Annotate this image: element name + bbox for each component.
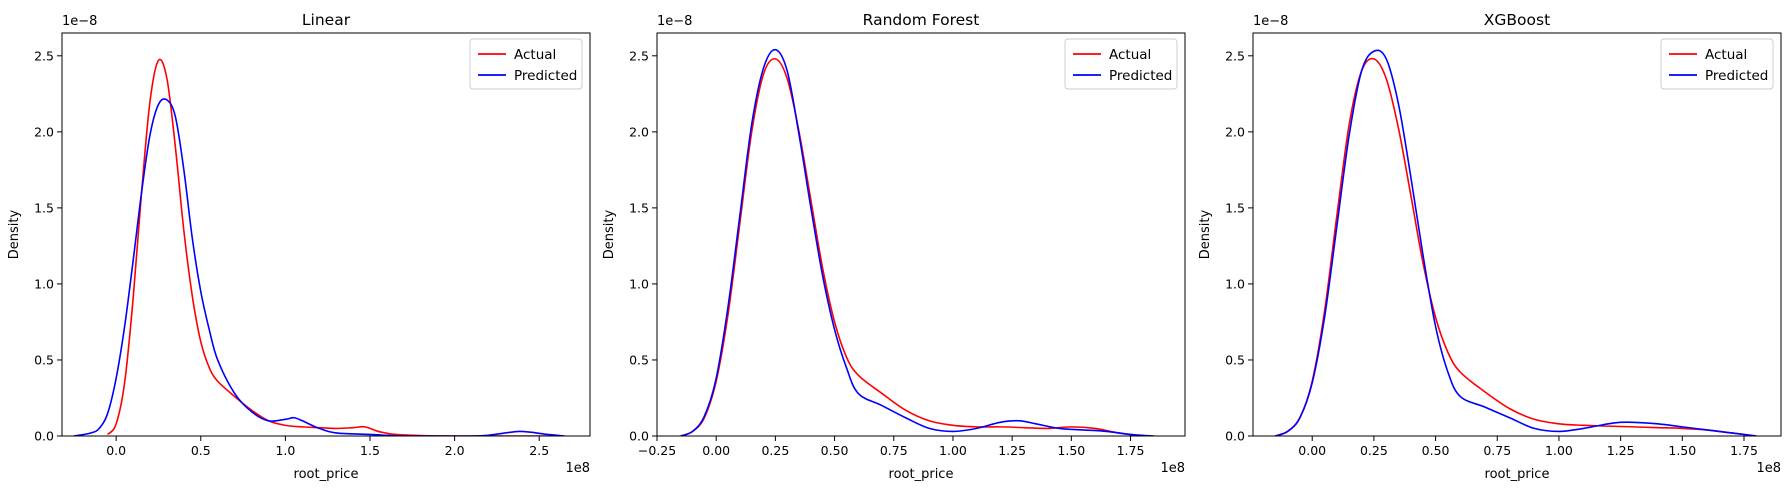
series-line-predicted <box>680 48 1155 436</box>
legend: Actual Predicted <box>1064 38 1178 90</box>
chart-panel-3: 0.00 0.25 0.50 0.75 1.00 1.25 1.50 1.75 0.0 0.5 1.… <box>1198 11 1782 482</box>
axes-frame <box>656 32 1186 437</box>
x-tick-label: 0.00 <box>1298 443 1326 458</box>
legend-box <box>469 38 583 90</box>
legend-label-predicted: Predicted <box>1109 68 1172 84</box>
legend-label-predicted: Predicted <box>1705 68 1768 84</box>
y-tick-label: 0.5 <box>1225 352 1245 367</box>
x-tick-label: 0.25 <box>761 443 789 458</box>
x-tick-label: 0.50 <box>1422 443 1450 458</box>
panel-title: Random Forest <box>863 11 980 29</box>
legend-label-predicted: Predicted <box>514 68 577 84</box>
axes-frame <box>1252 32 1782 437</box>
y-tick-label: 0.5 <box>34 352 54 367</box>
x-tick-label: 1.5 <box>360 443 380 458</box>
x-tick-label: 1.50 <box>1668 443 1696 458</box>
x-tick-label: 1.00 <box>939 443 967 458</box>
y-tick-label: 1.5 <box>1225 200 1245 215</box>
y-tick-label: 2.5 <box>629 48 649 63</box>
x-tick-label: 0.75 <box>1483 443 1511 458</box>
x-tick-label: −0.25 <box>638 443 676 458</box>
x-tick-label: 1.25 <box>1607 443 1635 458</box>
legend-label-actual: Actual <box>1705 47 1747 63</box>
series-line-actual <box>107 58 557 436</box>
y-tick-label: 0.5 <box>629 352 649 367</box>
x-tick-label: 0.5 <box>191 443 211 458</box>
x-tick-label: 0.00 <box>702 443 730 458</box>
y-tick-label: 2.5 <box>34 48 54 63</box>
y-tick-label: 0.0 <box>1225 429 1245 444</box>
x-axis-label: root_price <box>294 467 359 482</box>
panel-title: XGBoost <box>1484 11 1550 29</box>
axes-frame <box>61 32 591 437</box>
y-offset-label: 1e−8 <box>657 14 692 29</box>
y-tick-label: 1.5 <box>34 200 54 215</box>
x-axis-label: root_price <box>889 467 954 482</box>
x-tick-label: 0.25 <box>1360 443 1388 458</box>
legend-label-actual: Actual <box>1109 47 1151 63</box>
x-tick-label: 1.75 <box>1730 443 1758 458</box>
chart-panel-2: −0.25 0.00 0.25 0.50 0.75 1.00 1.25 1.50 1.75 0.0… <box>602 11 1186 482</box>
x-offset-label: 1e8 <box>565 461 590 476</box>
x-tick-label: 1.00 <box>1545 443 1573 458</box>
series-line-actual <box>1274 57 1757 436</box>
legend: Actual Predicted <box>1660 38 1774 90</box>
x-tick-label: 1.25 <box>998 443 1026 458</box>
y-tick-label: 0.0 <box>629 429 649 444</box>
x-tick-label: 1.0 <box>275 443 295 458</box>
y-axis-label: Density <box>7 209 22 259</box>
x-tick-label: 1.50 <box>1057 443 1085 458</box>
y-tick-label: 1.0 <box>1225 276 1245 291</box>
y-tick-label: 2.5 <box>1225 48 1245 63</box>
panel-title: Linear <box>302 11 351 29</box>
x-tick-label: 2.5 <box>529 443 549 458</box>
y-tick-label: 1.0 <box>629 276 649 291</box>
y-axis-label: Density <box>1198 209 1213 259</box>
y-tick-label: 2.0 <box>629 124 649 139</box>
x-tick-label: 0.0 <box>106 443 126 458</box>
x-tick-label: 0.50 <box>821 443 849 458</box>
series-line-predicted <box>1274 49 1757 436</box>
y-tick-label: 2.0 <box>34 124 54 139</box>
y-tick-label: 1.0 <box>34 276 54 291</box>
legend-label-actual: Actual <box>514 47 556 63</box>
x-tick-label: 0.75 <box>880 443 908 458</box>
series-line-actual <box>680 57 1143 436</box>
chart-panel-1: 0.0 0.5 1.0 1.5 2.0 2.5 0.0 0.5 1.0 1.5 2.0 2.5 Line… <box>7 11 591 482</box>
x-tick-label: 1.75 <box>1117 443 1145 458</box>
x-tick-label: 2.0 <box>445 443 465 458</box>
legend-box <box>1660 38 1774 90</box>
y-tick-label: 0.0 <box>34 429 54 444</box>
y-axis-label: Density <box>602 209 617 259</box>
y-tick-label: 1.5 <box>629 200 649 215</box>
x-offset-label: 1e8 <box>1756 461 1781 476</box>
y-offset-label: 1e−8 <box>62 14 97 29</box>
series-line-predicted <box>73 98 565 436</box>
y-tick-label: 2.0 <box>1225 124 1245 139</box>
legend: Actual Predicted <box>469 38 583 90</box>
legend-box <box>1064 38 1178 90</box>
x-axis-label: root_price <box>1485 467 1550 482</box>
y-offset-label: 1e−8 <box>1253 14 1288 29</box>
x-offset-label: 1e8 <box>1160 461 1185 476</box>
